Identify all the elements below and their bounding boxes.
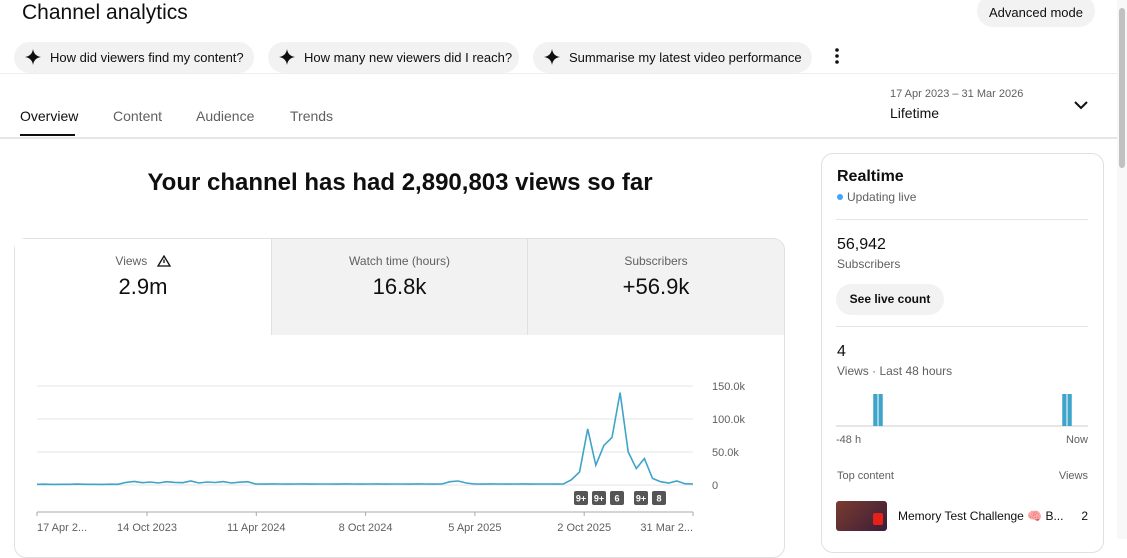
x-tick-label: 5 Apr 2025 xyxy=(448,522,501,534)
views-column: Views xyxy=(1058,470,1088,482)
spark-bar xyxy=(1067,394,1072,426)
realtime-status: Updating live xyxy=(847,190,917,204)
x-tick-label: 31 Mar 2... xyxy=(640,522,693,534)
spark-start: -48 h xyxy=(836,434,862,446)
x-tick-label: 8 Oct 2024 xyxy=(339,522,393,534)
event-badge-text: 9+ xyxy=(576,494,586,504)
thumbnail[interactable] xyxy=(836,501,887,531)
subscriber-count: 56,942 xyxy=(837,236,886,253)
subscriber-label: Subscribers xyxy=(837,257,901,271)
divider xyxy=(0,73,1117,74)
tab[interactable]: Audience xyxy=(196,108,255,124)
chip-text: Summarise my latest video performance xyxy=(569,50,802,65)
metric-value: 16.8k xyxy=(372,274,427,299)
event-badge-text: 6 xyxy=(614,494,619,504)
x-tick-label: 2 Oct 2025 xyxy=(557,522,611,534)
video-title[interactable]: Memory Test Challenge 🧠 B... xyxy=(898,509,1063,523)
divider xyxy=(0,137,1117,139)
event-badge-text: 9+ xyxy=(594,494,604,504)
live-count-button[interactable]: See live count xyxy=(836,284,944,315)
metric-value: +56.9k xyxy=(622,274,690,299)
chip-text: How did viewers find my content? xyxy=(50,50,244,65)
tab[interactable]: Content xyxy=(113,108,163,124)
y-tick-label: 150.0k xyxy=(712,381,746,393)
suggestion-chip[interactable]: How did viewers find my content? xyxy=(14,42,254,73)
metric-label: Views xyxy=(115,254,148,268)
scrollbar xyxy=(1117,0,1127,539)
event-badge xyxy=(634,491,648,505)
realtime-views: 4 xyxy=(837,343,846,360)
realtime-sparkline xyxy=(836,394,1088,427)
headline: Your channel has had 2,890,803 views so … xyxy=(147,169,653,196)
date-range: 17 Apr 2023 – 31 Mar 2026 xyxy=(890,88,1024,100)
date-label[interactable]: Lifetime xyxy=(890,105,940,121)
realtime-title: Realtime xyxy=(837,168,904,185)
tab-underline xyxy=(20,134,75,136)
live-dot xyxy=(837,194,843,200)
metric-tab[interactable]: Views 2.9m xyxy=(15,239,271,335)
dropdown-chevron[interactable] xyxy=(1074,100,1088,110)
y-tick-label: 100.0k xyxy=(712,414,746,426)
views-line xyxy=(36,392,694,486)
event-badge xyxy=(652,491,666,505)
advanced-mode-button[interactable]: Advanced mode xyxy=(977,0,1095,27)
spark-bar xyxy=(873,394,878,426)
metric-tab[interactable]: Watch time (hours) 16.8k xyxy=(271,239,527,335)
x-tick-label: 14 Oct 2023 xyxy=(117,522,177,534)
divider xyxy=(836,219,1088,220)
metric-label: Watch time (hours) xyxy=(349,254,450,268)
chip-text: How many new viewers did I reach? xyxy=(304,50,513,65)
page-title: Channel analytics xyxy=(22,1,188,24)
spark-end: Now xyxy=(1065,434,1088,446)
tab[interactable]: Overview xyxy=(20,108,79,124)
x-tick-label: 11 Apr 2024 xyxy=(227,522,286,534)
event-badge xyxy=(574,491,588,505)
spark-bar xyxy=(1062,394,1067,426)
spark-bar xyxy=(878,394,883,426)
event-badge-text: 8 xyxy=(656,494,661,504)
metric-label: Subscribers xyxy=(624,254,688,268)
y-tick-label: 50.0k xyxy=(712,447,739,459)
suggestion-chip[interactable]: Summarise my latest video performance xyxy=(533,42,812,73)
video-views: 2 xyxy=(1081,509,1088,523)
tab[interactable]: Trends xyxy=(290,108,334,124)
realtime-card xyxy=(821,153,1104,553)
top-content-label: Top content xyxy=(837,470,894,482)
metric-tab[interactable]: Subscribers +56.9k xyxy=(527,239,784,335)
warning-icon xyxy=(156,254,171,267)
x-tick-label: 17 Apr 2... xyxy=(37,522,87,534)
divider xyxy=(836,326,1088,327)
metric-value: 2.9m xyxy=(118,274,168,299)
views-chart: 0 50.0k 100.0k 150.0k 17 Apr 2... 14 Oct 2023… xyxy=(36,381,746,534)
event-badge xyxy=(610,491,624,505)
realtime-views-label: Views · Last 48 hours xyxy=(837,364,953,378)
y-tick-label: 0 xyxy=(712,480,718,492)
event-badge xyxy=(592,491,606,505)
more-menu[interactable] xyxy=(832,47,842,65)
event-badge-text: 9+ xyxy=(636,494,646,504)
suggestion-chip[interactable]: How many new viewers did I reach? xyxy=(268,42,519,73)
